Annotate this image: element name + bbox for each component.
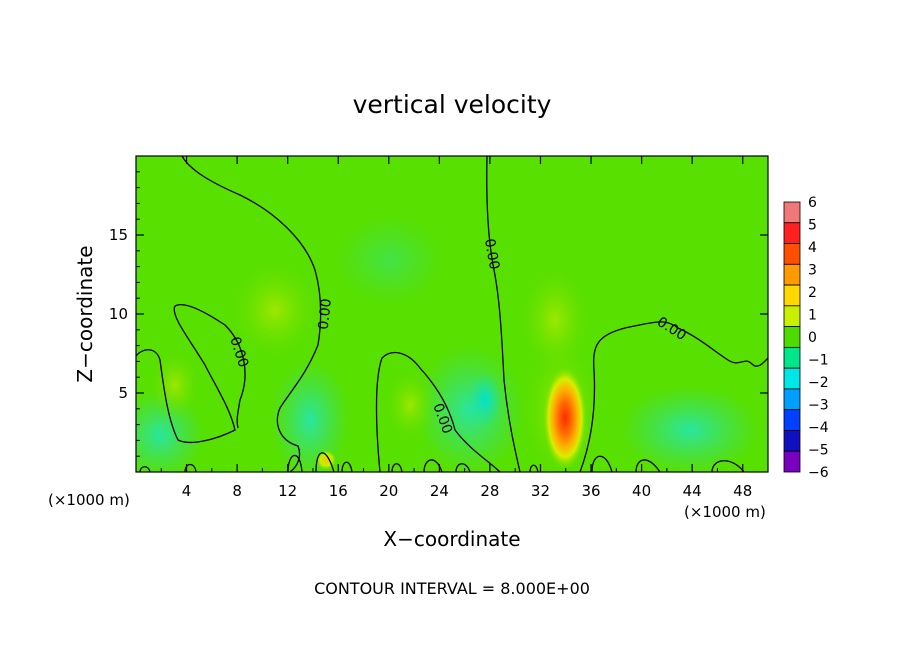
colorbar-swatch bbox=[783, 450, 801, 473]
colorbar-swatch bbox=[783, 243, 801, 265]
colorbar: 6 5 4 3 2 1 0 −1 −2 −3 −4 −5 −6 bbox=[783, 195, 829, 481]
colorbar-label: 3 bbox=[808, 263, 817, 279]
velocity-field bbox=[136, 215, 760, 472]
contour-interval-note: CONTOUR INTERVAL = 8.000E+00 bbox=[314, 579, 590, 598]
colorbar-label: 4 bbox=[808, 240, 817, 256]
x-tick-label: 8 bbox=[232, 482, 242, 500]
field-updraft-core bbox=[543, 366, 587, 470]
z-unit-label: (×1000 m) bbox=[48, 491, 130, 509]
colorbar-swatch bbox=[783, 222, 801, 244]
x-tick-label: 12 bbox=[278, 482, 297, 500]
colorbar-label: 2 bbox=[808, 285, 817, 301]
x-tick-label: 32 bbox=[531, 482, 550, 500]
colorbar-swatch bbox=[783, 388, 801, 411]
contour-label: 0.00 bbox=[481, 237, 502, 270]
x-tick-label: 40 bbox=[632, 482, 651, 500]
colorbar-label: 0 bbox=[808, 330, 817, 346]
colorbar-swatch bbox=[783, 346, 801, 369]
x-axis-label: X−coordinate bbox=[383, 527, 520, 551]
x-tick-label: 36 bbox=[581, 482, 600, 500]
colorbar-label: −6 bbox=[808, 465, 829, 481]
field-cyan-center bbox=[467, 372, 503, 428]
contour-lines bbox=[136, 156, 768, 472]
y-axis: 5 10 15 bbox=[109, 171, 768, 457]
colorbar-label: −1 bbox=[808, 353, 829, 369]
x-tick-label: 28 bbox=[480, 482, 499, 500]
colorbar-label: 6 bbox=[808, 195, 817, 211]
colorbar-swatch bbox=[783, 305, 801, 328]
contour-right bbox=[579, 321, 768, 472]
field-warm-upper bbox=[230, 260, 320, 360]
y-tick-label: 15 bbox=[109, 226, 128, 244]
contour-top-left bbox=[181, 156, 322, 472]
field-cool-mid bbox=[270, 360, 350, 472]
colorbar-label: 5 bbox=[808, 218, 817, 234]
colorbar-label: −5 bbox=[808, 443, 829, 459]
chart-title: vertical velocity bbox=[353, 90, 552, 119]
x-tick-label: 20 bbox=[379, 482, 398, 500]
colorbar-label: −2 bbox=[808, 375, 829, 391]
field-cool-right bbox=[620, 385, 760, 472]
field-cool-plume bbox=[335, 215, 445, 305]
colorbar-swatch bbox=[783, 263, 801, 286]
colorbar-label: −3 bbox=[808, 398, 829, 414]
contour-center-dome bbox=[375, 351, 501, 472]
colorbar-swatch bbox=[783, 367, 801, 390]
field-warm-mid bbox=[385, 370, 435, 440]
colorbar-swatch bbox=[783, 284, 801, 307]
x-tick-label: 44 bbox=[683, 482, 702, 500]
x-tick-label: 24 bbox=[430, 482, 449, 500]
colorbar-swatch bbox=[783, 326, 801, 348]
field-warm-left bbox=[150, 350, 200, 420]
plot-area bbox=[136, 156, 768, 472]
colorbar-label: −4 bbox=[808, 420, 829, 436]
colorbar-swatch bbox=[783, 201, 801, 224]
y-axis-label: Z−coordinate bbox=[73, 245, 97, 382]
x-tick-label: 16 bbox=[329, 482, 348, 500]
colorbar-label: 1 bbox=[808, 308, 817, 324]
colorbar-swatch bbox=[783, 409, 801, 431]
contour-surface-bumps bbox=[139, 452, 745, 472]
contour-vertical bbox=[486, 156, 521, 472]
y-tick-label: 10 bbox=[109, 305, 128, 323]
x-unit-label: (×1000 m) bbox=[684, 503, 766, 521]
contour-label: 0.00 bbox=[316, 298, 335, 331]
x-axis: 4 8 12 16 20 24 28 32 36 40 44 48 bbox=[160, 156, 752, 500]
colorbar-swatch bbox=[783, 430, 801, 452]
x-tick-label: 4 bbox=[182, 482, 192, 500]
y-tick-label: 5 bbox=[118, 384, 128, 402]
x-tick-label: 48 bbox=[733, 482, 752, 500]
contour-left-lobe bbox=[136, 304, 246, 444]
